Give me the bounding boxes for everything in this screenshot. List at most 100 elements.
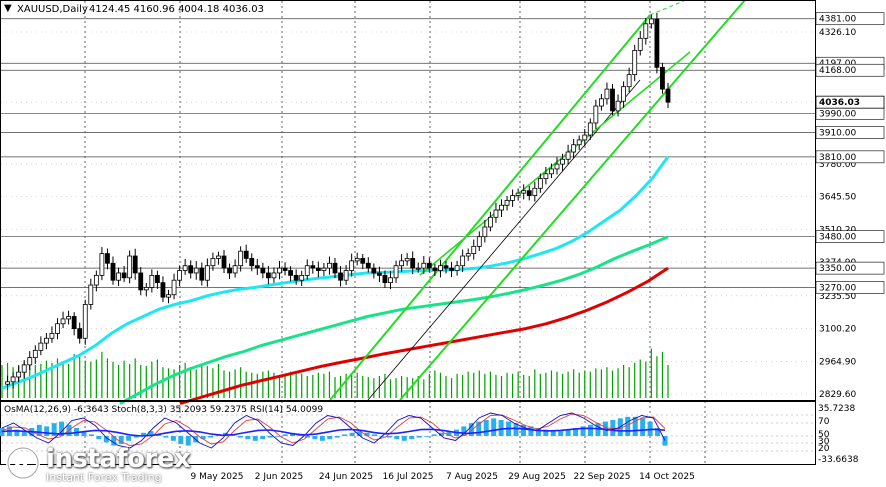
candle-body — [526, 190, 532, 196]
osma-bar — [252, 436, 258, 441]
osma-bar — [573, 428, 579, 436]
price-tick-label: 2829.60 — [819, 390, 856, 400]
candle-body — [149, 274, 155, 288]
channel-inner-line — [419, 51, 691, 276]
instaforex-logo: instaforex Instant Forex Trading — [6, 444, 196, 486]
osma-bar — [155, 434, 161, 436]
time-tick-label: 29 Aug 2025 — [508, 472, 566, 482]
osma-bar — [371, 434, 377, 436]
candle-body — [399, 260, 405, 267]
candle-body — [615, 100, 621, 112]
candle-body — [188, 265, 194, 274]
osma-bar — [565, 429, 571, 436]
osma-bar — [625, 416, 631, 436]
candle-body — [116, 272, 121, 281]
current-price-tag — [815, 95, 885, 109]
price-tick-label: 3510.20 — [819, 225, 856, 235]
time-tick-label: 24 Jun 2025 — [319, 472, 373, 482]
candle-body — [426, 262, 432, 269]
candle-body — [576, 139, 582, 146]
ind-level-50: 50 — [818, 430, 830, 440]
candle-body — [193, 267, 199, 274]
candle-body — [60, 318, 66, 325]
level-price-label: 3990.00 — [819, 109, 856, 119]
candle-body — [587, 122, 593, 136]
ma-line-2 — [119, 235, 669, 405]
osma-bar — [446, 431, 452, 436]
osma-bar — [655, 428, 661, 436]
osma-bar — [401, 436, 407, 441]
candle-body — [493, 209, 499, 218]
candle-body — [121, 272, 127, 279]
osma-bar — [632, 416, 638, 436]
candle-body — [565, 151, 571, 160]
channel-lower-line — [399, 0, 746, 401]
time-axis: 9 May 2025 2 Jun 2025 24 Jun 2025 16 Jul 20… — [191, 472, 695, 482]
trend-line — [367, 79, 641, 401]
osma-bar — [319, 436, 325, 441]
osma-bar — [476, 421, 482, 436]
candle-body — [360, 258, 366, 264]
osma-bar — [170, 436, 176, 441]
regression-channel — [329, 0, 746, 401]
current-price-label: 4036.03 — [819, 98, 860, 108]
osma-bar — [342, 434, 348, 436]
osma-bar — [528, 426, 534, 436]
candle-body — [5, 381, 10, 385]
price-tick-label: 3100.20 — [819, 325, 856, 335]
osma-bar — [558, 431, 564, 436]
candle-body — [227, 267, 232, 274]
candle-body — [88, 284, 94, 305]
osma-bar — [662, 436, 668, 446]
candle-body — [265, 272, 271, 279]
logo-wordmark: instaforex — [46, 444, 191, 474]
candle-body — [482, 226, 488, 238]
osma-bar — [51, 423, 57, 436]
level-price-label: 3480.00 — [819, 233, 856, 243]
header-arrow-icon: ▼ — [4, 3, 12, 14]
osma-bar — [208, 436, 214, 438]
candle-body — [38, 342, 44, 351]
candle-body — [665, 88, 671, 103]
osma-bar — [178, 436, 184, 444]
candle-body — [338, 272, 343, 281]
candle-body — [315, 267, 321, 271]
candle-body — [143, 287, 149, 291]
candle-body — [621, 86, 626, 102]
candle-body — [254, 265, 260, 269]
candle-body — [243, 250, 249, 259]
candle-body — [648, 18, 654, 25]
candle-body — [549, 168, 554, 175]
candle-body — [438, 265, 443, 271]
indicator-label: OsMA(12,26,9) -6.3643 Stoch(8,3,3) 35.20… — [4, 405, 323, 415]
price-tick-label: 2964.90 — [819, 357, 856, 367]
osma-bar — [111, 436, 117, 446]
level-price-label: 4168.00 — [819, 66, 856, 76]
time-tick-label: 2 Jun 2025 — [255, 472, 303, 482]
osma-bar — [14, 429, 20, 436]
level-price-label: 4381.00 — [819, 15, 856, 25]
candle-body — [55, 323, 60, 334]
candle-body — [421, 262, 427, 269]
osma-bar — [200, 436, 206, 440]
candle-body — [365, 262, 371, 269]
candle-body — [443, 265, 449, 269]
candle-body — [138, 272, 144, 291]
ma-line-3 — [179, 266, 669, 406]
symbol-label: XAUUSD,Daily — [17, 4, 88, 15]
osma-bar — [126, 436, 132, 441]
osma-bar — [394, 436, 400, 440]
candle-body — [604, 88, 610, 100]
ind-axis-top: 35.7238 — [818, 404, 855, 414]
time-tick-label: 9 May 2025 — [191, 472, 244, 482]
candle-body — [10, 376, 16, 383]
candle-body — [554, 163, 560, 170]
candle-body — [49, 333, 55, 339]
osma-bar — [88, 434, 94, 436]
candle-body — [177, 270, 183, 281]
candle-body — [593, 105, 599, 124]
candle-body — [199, 267, 205, 281]
candle-body — [299, 274, 305, 281]
candle-body — [415, 267, 421, 270]
